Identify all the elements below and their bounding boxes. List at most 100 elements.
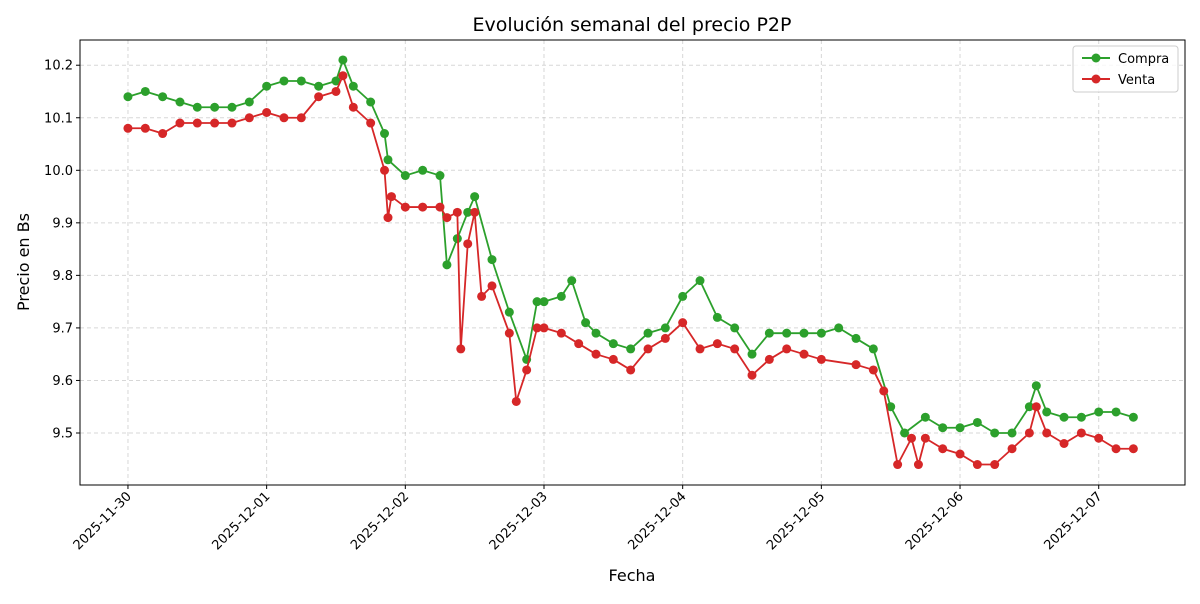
data-point-venta bbox=[643, 344, 653, 354]
data-point-compra bbox=[539, 297, 549, 307]
data-point-compra bbox=[504, 307, 514, 317]
data-point-venta bbox=[532, 323, 542, 333]
data-point-compra bbox=[660, 323, 670, 333]
data-point-venta bbox=[955, 449, 965, 459]
data-point-venta bbox=[463, 239, 473, 249]
data-point-venta bbox=[140, 123, 150, 133]
series-venta bbox=[123, 71, 1138, 470]
data-point-compra bbox=[747, 349, 757, 359]
data-point-venta bbox=[386, 192, 396, 202]
data-point-venta bbox=[522, 365, 532, 375]
data-point-venta bbox=[1111, 444, 1121, 454]
data-point-venta bbox=[487, 281, 497, 291]
data-point-venta bbox=[331, 86, 341, 96]
data-point-venta bbox=[539, 323, 549, 333]
data-point-venta bbox=[574, 339, 584, 349]
series-layer bbox=[123, 55, 1138, 470]
data-point-venta bbox=[452, 207, 462, 217]
data-point-venta bbox=[712, 339, 722, 349]
data-point-venta bbox=[435, 202, 445, 212]
data-point-venta bbox=[782, 344, 792, 354]
data-point-venta bbox=[695, 344, 705, 354]
data-point-compra bbox=[383, 155, 393, 165]
y-tick-label: 10.0 bbox=[44, 164, 73, 179]
data-point-compra bbox=[463, 207, 473, 217]
data-point-compra bbox=[470, 192, 480, 202]
data-point-compra bbox=[314, 81, 324, 91]
data-point-compra bbox=[851, 333, 861, 343]
data-point-venta bbox=[383, 213, 393, 223]
data-point-venta bbox=[227, 118, 237, 128]
data-point-compra bbox=[1128, 412, 1138, 422]
data-point-compra bbox=[331, 76, 341, 86]
data-point-venta bbox=[1059, 438, 1069, 448]
data-point-venta bbox=[608, 354, 618, 364]
data-point-compra bbox=[140, 86, 150, 96]
data-point-venta bbox=[1042, 428, 1052, 438]
data-point-venta bbox=[338, 71, 348, 81]
data-point-compra bbox=[730, 323, 740, 333]
data-point-venta bbox=[175, 118, 185, 128]
data-point-venta bbox=[678, 318, 688, 328]
data-point-compra bbox=[1042, 407, 1052, 417]
data-point-compra bbox=[442, 260, 452, 270]
y-tick-label: 9.7 bbox=[52, 321, 73, 336]
data-point-compra bbox=[192, 102, 202, 112]
data-point-venta bbox=[380, 165, 390, 175]
legend: Compra Venta bbox=[1072, 45, 1179, 93]
data-point-venta bbox=[730, 344, 740, 354]
data-point-venta bbox=[591, 349, 601, 359]
x-tick-label: 2025-12-05 bbox=[764, 489, 828, 553]
data-point-compra bbox=[955, 423, 965, 433]
data-point-venta bbox=[511, 396, 521, 406]
data-point-compra bbox=[210, 102, 220, 112]
data-point-compra bbox=[799, 328, 809, 338]
x-tick-label: 2025-12-07 bbox=[1042, 489, 1106, 553]
data-point-compra bbox=[900, 428, 910, 438]
y-tick-label: 9.5 bbox=[52, 426, 73, 441]
data-point-venta bbox=[893, 460, 903, 470]
data-point-venta bbox=[938, 444, 948, 454]
data-point-compra bbox=[435, 171, 445, 181]
data-point-compra bbox=[1024, 402, 1034, 412]
data-point-venta bbox=[764, 354, 774, 364]
data-point-compra bbox=[567, 276, 577, 286]
legend-label-venta: Venta bbox=[1118, 73, 1155, 88]
data-point-compra bbox=[296, 76, 306, 86]
data-point-compra bbox=[581, 318, 591, 328]
y-tick-label: 9.6 bbox=[52, 374, 73, 389]
data-point-compra bbox=[227, 102, 237, 112]
data-point-venta bbox=[920, 433, 930, 443]
legend-marker-venta bbox=[1091, 74, 1101, 84]
data-point-venta bbox=[816, 354, 826, 364]
data-point-compra bbox=[1059, 412, 1069, 422]
data-point-compra bbox=[380, 129, 390, 139]
y-tick-label: 10.1 bbox=[44, 111, 73, 126]
data-point-venta bbox=[400, 202, 410, 212]
data-point-compra bbox=[400, 171, 410, 181]
y-tick-label: 10.2 bbox=[44, 59, 73, 74]
x-tick-label: 2025-12-04 bbox=[625, 489, 689, 553]
data-point-compra bbox=[175, 97, 185, 107]
data-point-compra bbox=[262, 81, 272, 91]
data-point-venta bbox=[1128, 444, 1138, 454]
data-point-venta bbox=[442, 213, 452, 223]
data-point-compra bbox=[244, 97, 254, 107]
data-point-venta bbox=[747, 370, 757, 380]
data-point-compra bbox=[695, 276, 705, 286]
data-point-venta bbox=[314, 92, 324, 102]
data-point-compra bbox=[816, 328, 826, 338]
data-point-compra bbox=[712, 312, 722, 322]
data-point-venta bbox=[456, 344, 466, 354]
data-point-compra bbox=[1111, 407, 1121, 417]
data-point-venta bbox=[972, 460, 982, 470]
plot-frame bbox=[79, 39, 1186, 486]
data-point-compra bbox=[487, 255, 497, 265]
data-point-compra bbox=[348, 81, 358, 91]
data-point-venta bbox=[1076, 428, 1086, 438]
data-point-venta bbox=[366, 118, 376, 128]
x-tick-label: 2025-12-01 bbox=[209, 489, 273, 553]
data-point-venta bbox=[990, 460, 1000, 470]
grid bbox=[80, 40, 1185, 485]
